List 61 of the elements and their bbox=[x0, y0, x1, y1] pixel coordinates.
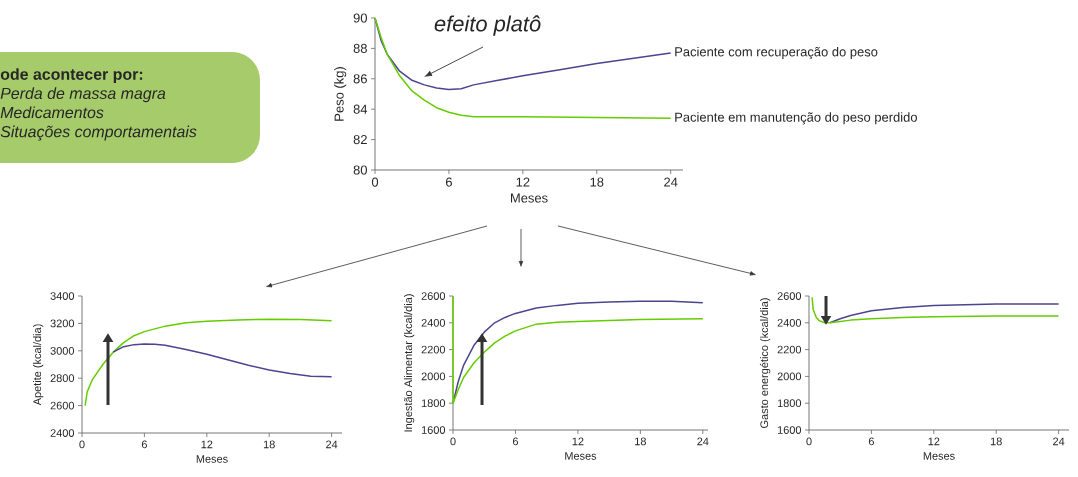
x-tick-label: 6 bbox=[445, 177, 452, 187]
x-tick-label: 24 bbox=[664, 177, 678, 187]
x-axis-title: Meses bbox=[196, 455, 228, 463]
series-label: Paciente com recuperação do peso bbox=[675, 46, 878, 60]
line-series bbox=[84, 318, 333, 407]
x-axis-title: Meses bbox=[923, 452, 955, 460]
y-tick-label: 90 bbox=[353, 13, 367, 23]
text: Perda de massa magra bbox=[0, 87, 166, 103]
y-tick-label: 1600 bbox=[777, 426, 802, 434]
x-tick-label: 18 bbox=[590, 177, 604, 187]
x-axis-title: Meses bbox=[510, 193, 548, 203]
y-tick-label: 2400 bbox=[777, 318, 802, 327]
x-tick-label: 12 bbox=[516, 177, 530, 187]
y-tick-label: 3000 bbox=[50, 346, 75, 355]
y-tick-label: 84 bbox=[353, 104, 368, 114]
y-tick-label: 2400 bbox=[421, 318, 446, 327]
y-axis-title: Peso (kg) bbox=[334, 67, 347, 121]
line-series bbox=[811, 296, 1060, 324]
y-tick-label: 2000 bbox=[421, 372, 446, 381]
y-tick-label: 2000 bbox=[777, 372, 802, 381]
x-tick-label: 18 bbox=[263, 440, 275, 449]
text: Medicamentos bbox=[0, 106, 104, 119]
y-tick-label: 82 bbox=[353, 135, 367, 145]
x-tick-label: 6 bbox=[141, 440, 147, 449]
text: ode acontecer por: bbox=[0, 68, 143, 84]
y-tick-label: 3200 bbox=[50, 319, 75, 328]
y-tick-label: 1800 bbox=[777, 399, 802, 408]
y-tick-label: 86 bbox=[353, 74, 367, 84]
y-tick-label: 2200 bbox=[421, 345, 446, 354]
x-tick-label: 6 bbox=[512, 437, 519, 446]
annotation: efeito platô bbox=[434, 15, 541, 36]
y-tick-label: 2600 bbox=[50, 401, 75, 410]
x-tick-label: 0 bbox=[371, 177, 379, 187]
y-axis-title: Apetite (kcal/dia) bbox=[33, 324, 44, 406]
y-axis-title: Ingestão Alimentar (kcal/dia) bbox=[404, 294, 415, 432]
y-tick-label: 88 bbox=[353, 43, 367, 53]
y-tick-label: 2400 bbox=[50, 429, 75, 437]
y-axis-title: Gasto energético (kcal/dia) bbox=[759, 298, 771, 428]
y-tick-label: 2600 bbox=[421, 292, 446, 300]
x-tick-label: 0 bbox=[806, 437, 812, 446]
x-tick-label: 12 bbox=[572, 437, 584, 446]
x-tick-label: 6 bbox=[868, 437, 874, 446]
text: Situações comportamentais bbox=[0, 125, 197, 141]
x-tick-label: 0 bbox=[450, 437, 456, 446]
y-tick-label: 2600 bbox=[777, 292, 802, 300]
x-tick-label: 24 bbox=[326, 440, 338, 449]
y-tick-label: 3400 bbox=[50, 292, 75, 300]
x-tick-label: 12 bbox=[928, 437, 940, 446]
y-tick-label: 2800 bbox=[50, 374, 75, 383]
y-tick-label: 1800 bbox=[421, 399, 446, 408]
x-tick-label: 24 bbox=[1053, 437, 1065, 446]
x-tick-label: 12 bbox=[201, 440, 213, 449]
y-tick-label: 1600 bbox=[421, 426, 446, 434]
series-label: Paciente em manutenção do peso perdido bbox=[675, 112, 917, 125]
x-tick-label: 18 bbox=[635, 437, 646, 446]
x-tick-label: 0 bbox=[79, 440, 85, 449]
y-tick-label: 2200 bbox=[777, 345, 802, 354]
x-tick-label: 18 bbox=[990, 437, 1002, 446]
x-axis-title: Meses bbox=[565, 452, 597, 460]
x-tick-label: 24 bbox=[697, 437, 709, 446]
y-tick-label: 80 bbox=[353, 165, 367, 175]
